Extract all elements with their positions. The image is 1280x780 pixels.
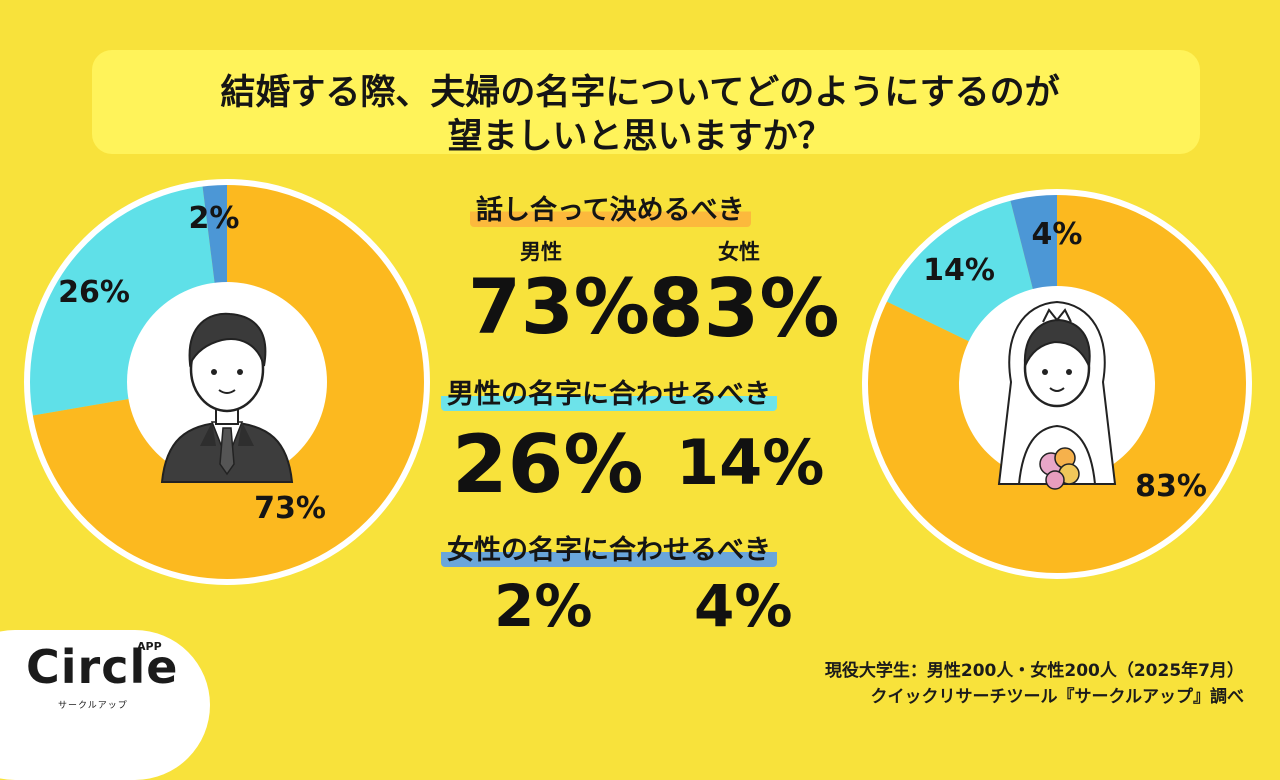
category-discuss-label: 話し合って決めるべき bbox=[470, 188, 751, 227]
stat-female-name-female: 4% bbox=[694, 572, 793, 640]
label-female-name: 4% bbox=[1032, 217, 1083, 252]
female-donut-chart: 83% 14% 4% bbox=[862, 189, 1252, 579]
gender-label-male: 男性 bbox=[520, 240, 562, 264]
stat-male-name-female: 14% bbox=[676, 426, 825, 499]
gender-label-female: 女性 bbox=[718, 240, 760, 264]
label-discuss: 83% bbox=[1135, 469, 1207, 504]
page-title-line-2: 望ましいと思いますか？ bbox=[447, 117, 833, 157]
label-female-name: 2% bbox=[189, 201, 240, 236]
label-male-name: 14% bbox=[923, 253, 995, 288]
stat-female-name-male: 2% bbox=[494, 572, 593, 640]
stat-discuss-female: 83% bbox=[648, 262, 840, 355]
logo-subtitle: サークルアップ bbox=[58, 701, 128, 711]
page-title-line-1: 結婚する際、夫婦の名字についてどのようにするのが bbox=[220, 73, 1060, 113]
stat-discuss-male: 73% bbox=[468, 262, 650, 351]
logo-badge: APP bbox=[137, 640, 162, 653]
businessman-illustration bbox=[160, 312, 294, 483]
donut-outline bbox=[24, 179, 430, 585]
stat-male-name-male: 26% bbox=[452, 418, 644, 511]
title-banner bbox=[92, 50, 1200, 154]
male-donut-chart: 73% 26% 2% bbox=[24, 179, 430, 585]
donut-outline bbox=[862, 189, 1252, 579]
label-discuss: 73% bbox=[254, 491, 326, 526]
bride-illustration bbox=[997, 300, 1117, 490]
logo: Circle bbox=[26, 640, 179, 694]
source-line-2: クイックリサーチツール『サークルアップ』調べ bbox=[870, 687, 1245, 707]
label-male-name: 26% bbox=[58, 275, 130, 310]
category-female-name-label: 女性の名字に合わせるべき bbox=[441, 528, 777, 567]
source-line-1: 現役大学生：男性200人・女性200人（2025年7月） bbox=[824, 661, 1244, 681]
category-male-name-label: 男性の名字に合わせるべき bbox=[441, 372, 777, 411]
